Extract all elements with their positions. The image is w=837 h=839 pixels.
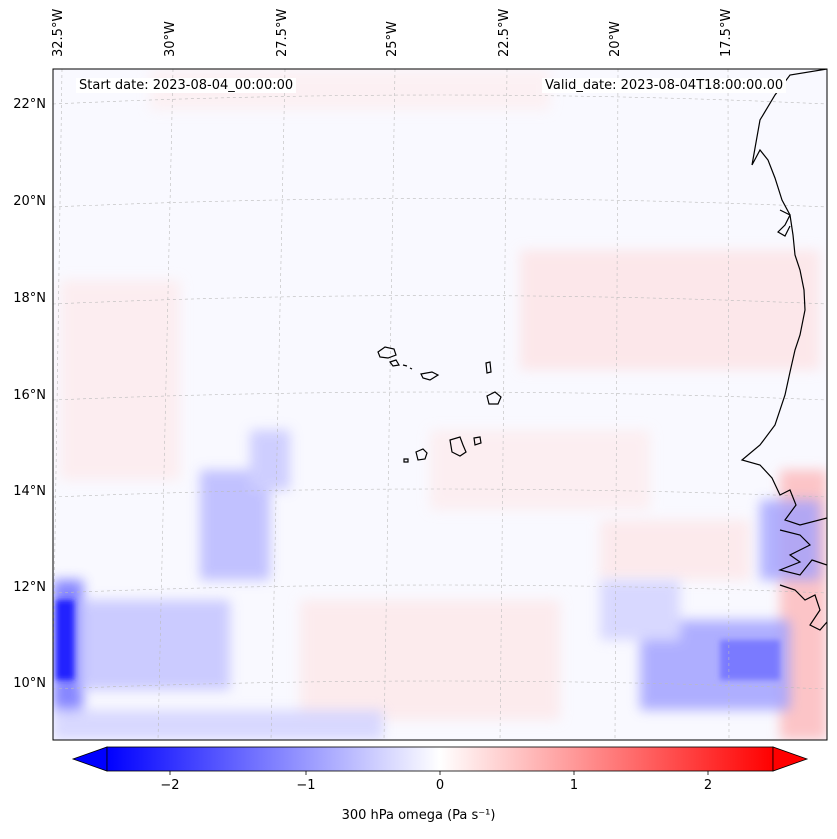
lat-label: 14°N [13, 484, 46, 499]
lat-label: 16°N [13, 388, 46, 403]
colorbar-tick: 1 [569, 778, 579, 793]
start-date-label: Start date: 2023-08-04_00:00:00 [76, 78, 297, 93]
lon-label: 27.5°W [275, 8, 290, 57]
lat-label: 12°N [13, 580, 46, 595]
map-frame [52, 68, 828, 741]
lon-label: 32.5°W [51, 8, 66, 57]
lon-label: 22.5°W [497, 8, 512, 57]
lat-label: 18°N [13, 291, 46, 306]
lon-label: 30°W [163, 21, 178, 57]
lat-label: 22°N [13, 97, 46, 112]
lon-label: 17.5°W [719, 8, 734, 57]
graticule [53, 69, 827, 740]
lon-label: 20°W [608, 21, 623, 57]
cape-verde-islands [377, 346, 502, 463]
colorbar-label: 300 hPa omega (Pa s⁻¹) [341, 808, 496, 823]
lat-label: 10°N [13, 676, 46, 691]
omega-field [53, 69, 827, 740]
colorbar-tick: 2 [703, 778, 713, 793]
africa-coastline [740, 69, 827, 526]
colorbar-tick: −1 [296, 778, 316, 793]
colorbar-tick: −2 [160, 778, 180, 793]
valid-date-label: Valid_date: 2023-08-04T18:00:00.00 [542, 78, 787, 93]
lat-label: 20°N [13, 194, 46, 209]
colorbar-tick: 0 [435, 778, 445, 793]
lon-label: 25°W [385, 21, 400, 57]
colorbar [71, 746, 809, 775]
